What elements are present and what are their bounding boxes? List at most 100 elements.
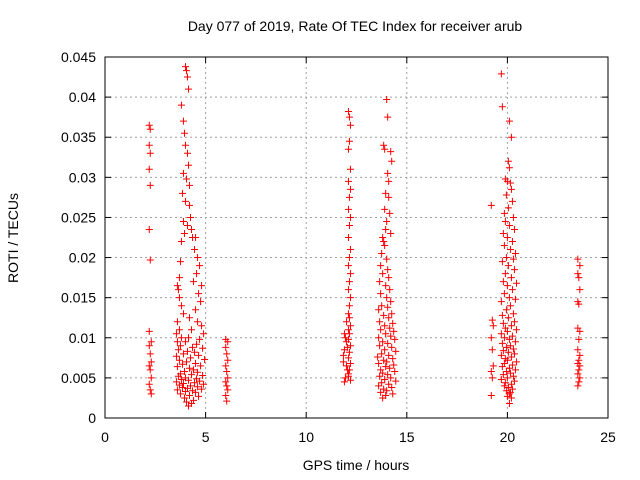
data-point bbox=[192, 234, 200, 241]
data-point bbox=[498, 258, 506, 266]
data-point bbox=[499, 371, 507, 379]
data-point bbox=[145, 362, 153, 370]
data-point bbox=[576, 262, 584, 270]
data-point bbox=[346, 270, 354, 278]
data-point bbox=[194, 368, 202, 376]
data-point bbox=[498, 339, 506, 347]
data-point bbox=[346, 376, 354, 384]
data-point bbox=[183, 347, 191, 355]
data-point bbox=[500, 209, 508, 217]
data-point bbox=[503, 282, 511, 290]
data-point bbox=[510, 350, 518, 358]
data-point bbox=[500, 334, 508, 342]
data-point bbox=[507, 274, 515, 282]
data-point bbox=[380, 356, 388, 364]
data-point bbox=[384, 169, 392, 177]
data-point bbox=[383, 294, 391, 302]
data-point bbox=[501, 270, 509, 278]
data-point bbox=[505, 221, 513, 229]
data-point bbox=[179, 350, 187, 358]
data-point bbox=[379, 369, 387, 377]
data-point bbox=[198, 385, 206, 393]
data-point bbox=[504, 157, 512, 165]
data-point bbox=[379, 394, 387, 402]
data-point bbox=[342, 362, 350, 370]
data-point bbox=[198, 322, 206, 330]
data-point bbox=[342, 318, 350, 326]
data-point bbox=[386, 209, 394, 217]
data-point bbox=[198, 282, 206, 290]
data-point bbox=[376, 278, 384, 286]
y-tick-label: 0.025 bbox=[61, 209, 96, 225]
data-point bbox=[346, 121, 354, 129]
data-point bbox=[222, 392, 230, 400]
data-points bbox=[145, 63, 584, 410]
x-axis-label: GPS time / hours bbox=[303, 457, 410, 473]
data-point bbox=[224, 356, 232, 364]
data-point bbox=[387, 298, 395, 306]
data-point bbox=[381, 145, 389, 153]
data-point bbox=[509, 310, 517, 318]
data-point bbox=[390, 361, 398, 369]
y-tick-label: 0.03 bbox=[69, 169, 96, 185]
data-point bbox=[346, 165, 354, 173]
data-point bbox=[385, 274, 393, 282]
y-tick-label: 0.045 bbox=[61, 49, 96, 65]
data-point bbox=[487, 367, 495, 375]
data-point bbox=[196, 335, 204, 343]
data-point bbox=[197, 298, 205, 306]
data-point bbox=[179, 217, 187, 225]
data-point bbox=[382, 282, 390, 290]
data-point bbox=[508, 197, 516, 205]
y-tick-label: 0.02 bbox=[69, 250, 96, 266]
data-point bbox=[487, 392, 495, 400]
data-point bbox=[181, 63, 189, 71]
axis-ticks: 0 0.005 0.01 0.015 0.02 0.025 0.03 0.035 0.04 0.0… bbox=[61, 49, 616, 445]
data-point bbox=[502, 387, 510, 395]
data-point bbox=[509, 255, 517, 263]
data-point bbox=[574, 346, 582, 354]
data-point bbox=[388, 310, 396, 318]
data-point bbox=[499, 347, 507, 355]
data-point bbox=[499, 278, 507, 286]
x-tick-label: 10 bbox=[298, 429, 314, 445]
data-point bbox=[502, 343, 510, 351]
x-tick-label: 20 bbox=[500, 429, 516, 445]
data-point bbox=[186, 364, 194, 372]
data-point bbox=[508, 286, 516, 294]
data-point bbox=[375, 359, 383, 367]
data-point bbox=[382, 189, 390, 197]
data-point bbox=[195, 290, 203, 298]
data-point bbox=[379, 338, 387, 346]
data-point bbox=[503, 234, 511, 241]
data-point bbox=[188, 371, 196, 379]
data-point bbox=[512, 326, 520, 334]
data-point bbox=[510, 318, 518, 326]
data-point bbox=[489, 322, 497, 330]
data-point bbox=[503, 392, 511, 400]
data-point bbox=[344, 335, 352, 343]
data-point bbox=[344, 177, 352, 185]
data-point bbox=[196, 377, 204, 385]
data-point bbox=[344, 262, 352, 270]
data-point bbox=[499, 319, 507, 327]
data-point bbox=[192, 306, 200, 314]
data-point bbox=[182, 358, 190, 366]
data-point bbox=[392, 347, 400, 355]
data-point bbox=[183, 221, 191, 229]
data-point bbox=[383, 217, 391, 225]
data-point bbox=[146, 256, 154, 264]
data-point bbox=[488, 316, 496, 324]
data-point bbox=[345, 348, 353, 356]
data-point bbox=[199, 371, 207, 379]
data-point bbox=[145, 165, 153, 173]
data-point bbox=[505, 400, 513, 408]
data-point bbox=[574, 382, 582, 390]
data-point bbox=[190, 278, 198, 286]
data-point bbox=[503, 177, 511, 185]
data-point bbox=[387, 229, 395, 237]
data-point bbox=[195, 351, 203, 359]
data-point bbox=[381, 375, 389, 383]
data-point bbox=[182, 175, 190, 183]
data-point bbox=[507, 185, 515, 193]
